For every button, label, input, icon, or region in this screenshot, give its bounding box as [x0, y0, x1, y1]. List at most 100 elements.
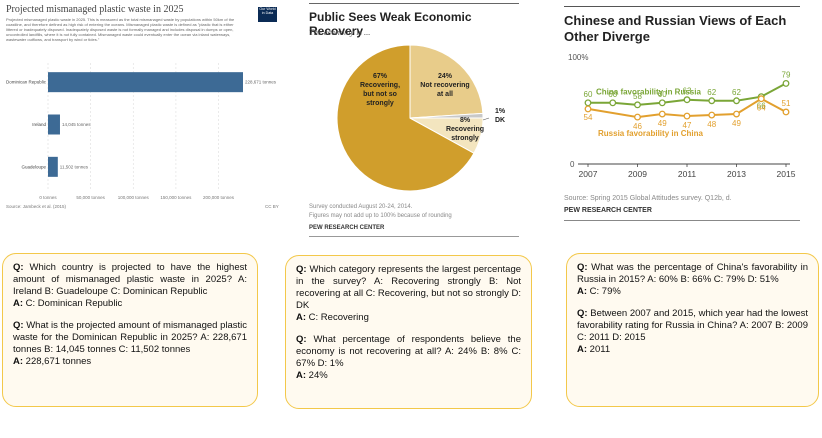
- data-point: [584, 105, 592, 113]
- a-tag: A:: [296, 370, 307, 381]
- data-point: [683, 112, 691, 120]
- question-text: Between 2007 and 2015, which year had th…: [577, 308, 808, 343]
- bottom-rule: [564, 220, 800, 221]
- slice-label: Recovering,: [360, 82, 400, 89]
- slice-label: DK: [495, 117, 505, 124]
- chart-title: Public Sees Weak Economic Recovery: [309, 10, 472, 38]
- x-tick-label: 100,000 tonnes: [118, 195, 150, 200]
- answer-text: 228,671 tonnes: [25, 356, 92, 367]
- data-point: [733, 110, 740, 118]
- data-point: [609, 99, 617, 107]
- slice-label: 67%: [373, 73, 388, 80]
- a-tag: A:: [296, 312, 307, 323]
- x-tick-label: 2013: [727, 169, 746, 179]
- a-tag: A:: [577, 344, 588, 355]
- data-point: [757, 95, 765, 103]
- data-label: 47: [683, 121, 692, 130]
- value-label: 228,671 tonnes: [245, 80, 277, 85]
- data-label: 54: [584, 113, 593, 122]
- data-label: 48: [707, 120, 716, 129]
- economy-pie-panel: Public Sees Weak Economic Recovery The e…: [300, 0, 522, 240]
- question-block: Q: Which country is projected to have th…: [13, 262, 247, 310]
- a-tag: A:: [13, 298, 24, 309]
- data-label: 64: [757, 104, 766, 113]
- data-point: [708, 111, 716, 119]
- data-point: [658, 110, 666, 118]
- question-text: What percentage of respondents believe t…: [296, 334, 521, 369]
- data-point: [782, 108, 790, 116]
- question-block: Q: What percentage of respondents believ…: [296, 334, 521, 382]
- y-tick-label: 100%: [568, 53, 588, 62]
- slice-label: 24%: [438, 73, 453, 80]
- answer-text: 24%: [308, 370, 328, 381]
- category-label: Ireland: [32, 122, 46, 127]
- bar-chart: 0 tonnes 50,000 tonnes 100,000 tonnes 150,0…: [6, 63, 277, 200]
- bar: [48, 114, 60, 135]
- x-tick-label: 200,000 tonnes: [203, 195, 235, 200]
- brand-label: PEW RESEARCH CENTER: [564, 207, 652, 214]
- x-tick-label: 2011: [678, 169, 697, 179]
- question-text: What is the projected amount of mismanag…: [13, 320, 247, 355]
- slice-label: Not recovering: [420, 82, 469, 89]
- slice-label: but not so: [363, 91, 397, 98]
- question-text: Which country is projected to have the h…: [13, 262, 248, 297]
- chart-source: Source: Spring 2015 Global Attitudes sur…: [564, 195, 732, 202]
- chart-subtitle: The economy is ...: [309, 27, 371, 37]
- data-point: [634, 113, 641, 121]
- slice-label: strongly: [366, 100, 394, 107]
- x-tick-label: 50,000 tonnes: [76, 195, 105, 200]
- data-label: 62: [707, 88, 716, 97]
- data-point: [782, 79, 790, 87]
- x-tick-label: 2015: [777, 169, 796, 179]
- category-label: Dominican Republic: [6, 80, 47, 85]
- data-point: [683, 96, 691, 104]
- survey-note: Survey conducted August 20-24, 2014.: [309, 204, 413, 210]
- a-tag: A:: [577, 286, 588, 297]
- top-rule: [564, 6, 800, 7]
- x-tick-label: 150,000 tonnes: [160, 195, 192, 200]
- series-line: [587, 97, 787, 119]
- slice-label: 8%: [460, 117, 471, 124]
- pie-chart: 67% Recovering, but not so strongly 24% Not r…: [336, 44, 506, 192]
- a-tag: A:: [13, 356, 24, 367]
- data-point: [658, 99, 666, 107]
- bar: [48, 156, 58, 177]
- data-point: [584, 99, 592, 107]
- owid-logo: Our World in Data: [258, 7, 277, 22]
- data-point: [733, 97, 740, 105]
- bar: [48, 72, 243, 93]
- answer-text: C: 79%: [589, 286, 621, 297]
- slice-label: at all: [437, 91, 453, 98]
- data-label: 46: [633, 122, 642, 131]
- question-block: Q: What is the projected amount of misma…: [13, 320, 247, 368]
- value-label: 14,045 tonnes: [62, 122, 91, 127]
- line-chart: 100% 0 2007 2009 2011 2013 2015 60 60 58 60 63 62 62 6…: [568, 53, 796, 179]
- data-label: 49: [658, 119, 667, 128]
- pie-slice: [409, 44, 484, 119]
- data-label: 58: [633, 92, 642, 101]
- slice-label: 1%: [495, 108, 506, 115]
- series-label: China favorability in Russia: [596, 87, 701, 96]
- data-label: 63: [683, 87, 692, 96]
- data-label: 60: [608, 90, 617, 99]
- chart-title: Chinese and Russian Views of Each Other …: [564, 13, 787, 44]
- leader-line: [482, 117, 490, 121]
- answer-text: C: Dominican Republic: [25, 298, 123, 309]
- question-block: Q: Which category represents the largest…: [296, 264, 521, 324]
- x-tick-label: 2009: [628, 169, 647, 179]
- q-tag: Q:: [13, 262, 24, 273]
- q-tag: Q:: [577, 262, 588, 273]
- data-label: 66: [757, 102, 766, 111]
- data-label: 49: [732, 119, 741, 128]
- bottom-rule: [309, 236, 519, 237]
- data-label: 79: [782, 70, 791, 79]
- top-rule: [309, 3, 519, 4]
- question-block: Q: What was the percentage of China's fa…: [577, 262, 808, 298]
- data-label: 62: [732, 88, 741, 97]
- slice-label: strongly: [451, 135, 479, 142]
- qa-box-economy: Q: Which category represents the largest…: [285, 255, 532, 409]
- question-text: What was the percentage of China's favor…: [577, 262, 809, 285]
- pie-slice: [409, 117, 484, 154]
- pie-slice: [336, 44, 475, 192]
- q-tag: Q:: [577, 308, 588, 319]
